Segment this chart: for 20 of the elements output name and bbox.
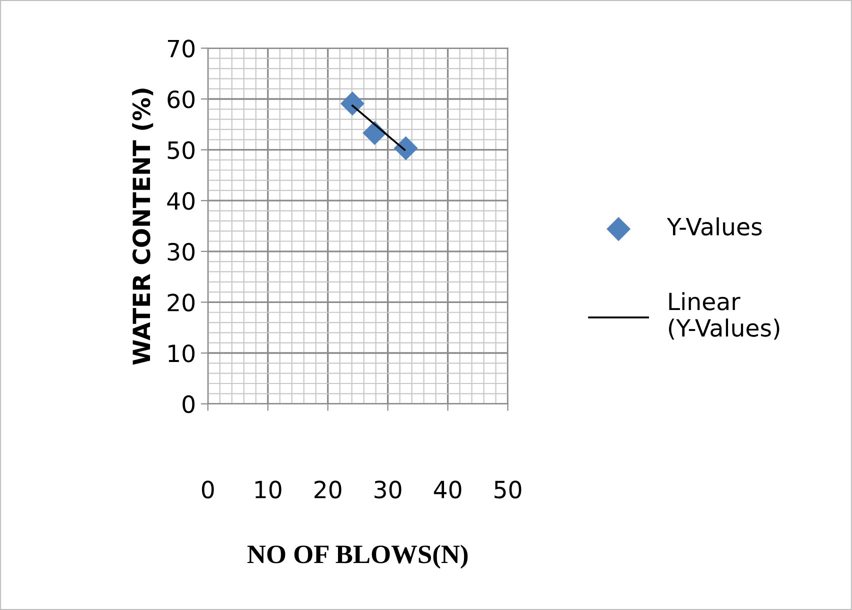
point [394,136,418,160]
legend-label: Y-Values [666,217,762,236]
legend-label: Linear (Y-Values) [668,292,780,340]
x-tick-label: 0 [202,480,214,498]
y-tick-label: 40 [167,192,195,210]
x-tick-label: 40 [434,480,462,498]
x-tick-label: 20 [314,480,342,498]
y-tick-label: 20 [168,294,195,312]
x-axis-title: NO OF BLOWS(N) [247,544,468,569]
y-tick-label: 10 [168,344,195,362]
y-tick-label: 60 [168,90,195,108]
y-tick-label: 50 [168,141,195,160]
x-tick-label: 30 [374,480,402,498]
x-tick-label: 50 [494,480,522,498]
y-tick-label: 30 [168,242,195,261]
x-tick-label: 10 [255,480,282,498]
y-tick-label: 0 [182,395,195,414]
y-axis-title: WATER CONTENT (%) [132,88,154,365]
point [340,92,364,116]
y-tick-label: 70 [168,40,195,58]
